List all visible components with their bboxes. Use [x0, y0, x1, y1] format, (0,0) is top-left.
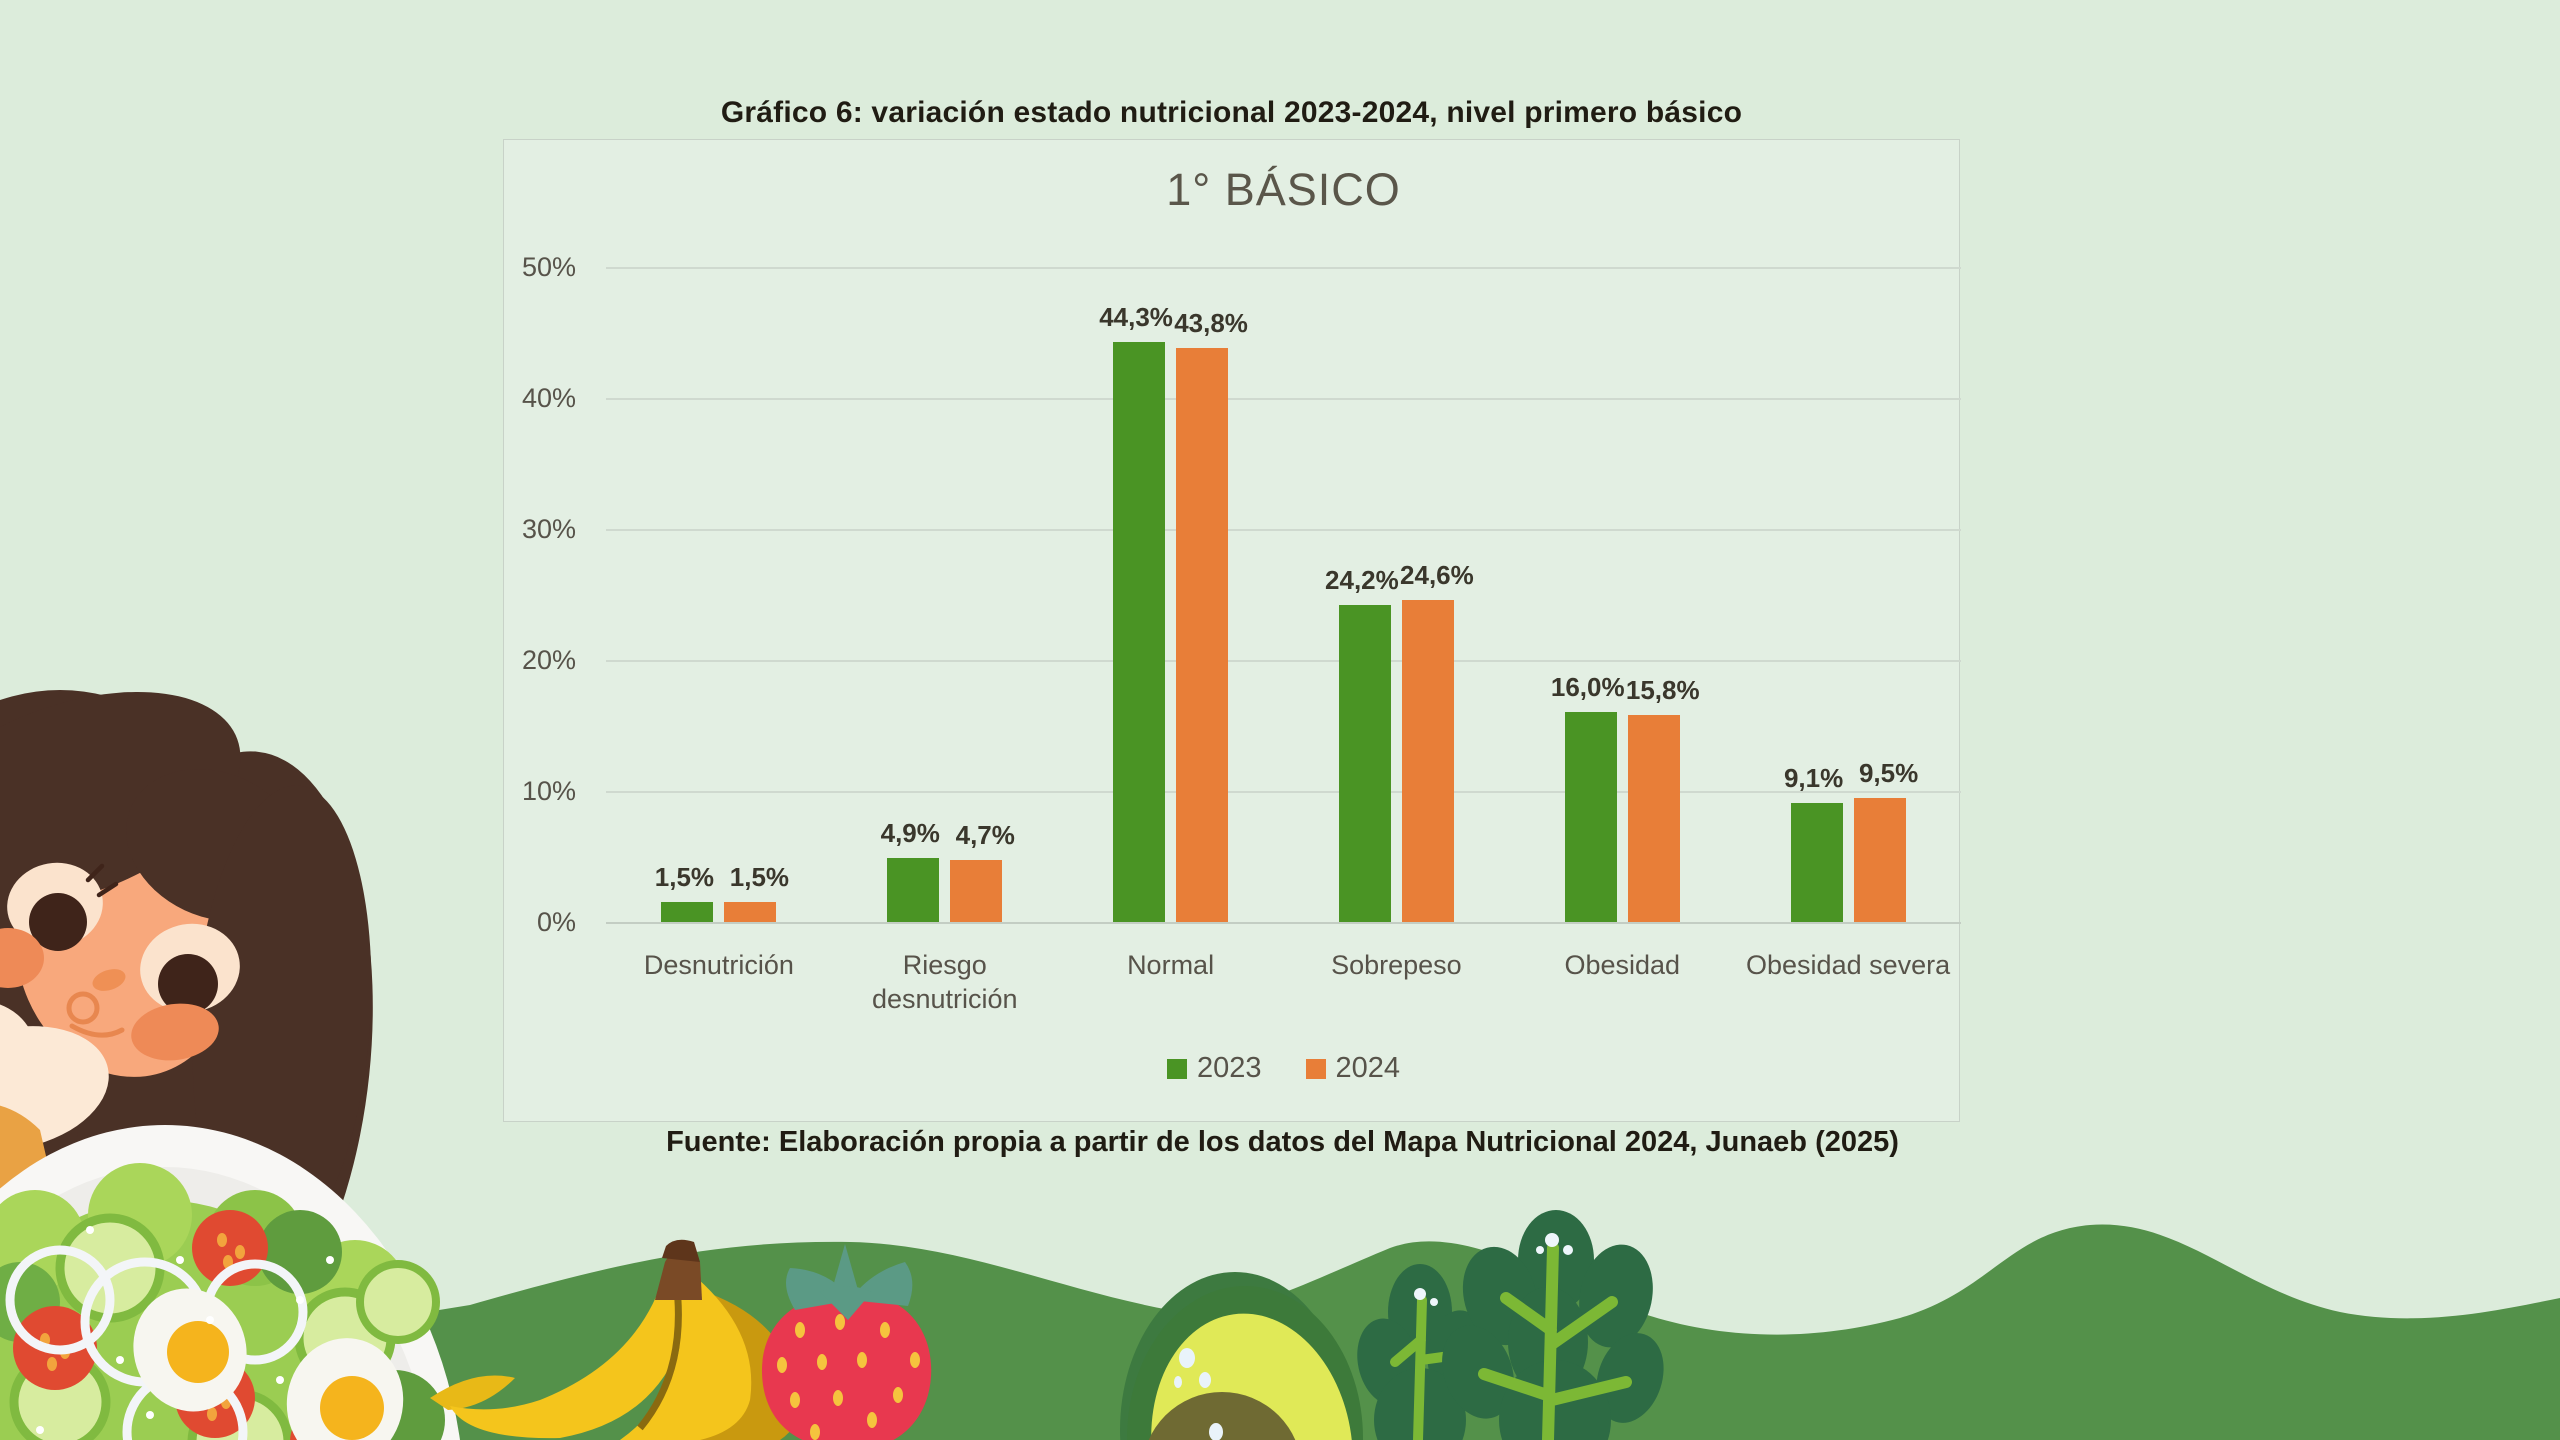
girl-eye-left — [29, 893, 87, 951]
bar-2024 — [950, 860, 1003, 922]
value-label: 44,3% — [1099, 302, 1173, 332]
bar-2024 — [1627, 715, 1680, 922]
bar-2024 — [724, 902, 777, 922]
value-label: 1,5% — [654, 862, 715, 892]
girl-illustration — [0, 690, 373, 1407]
category-label: Normal — [1127, 950, 1215, 980]
category-label: Obesidad severa — [1746, 950, 1951, 980]
salad-plate-illustration — [0, 1125, 460, 1440]
value-label: 4,9% — [880, 818, 940, 848]
chart-legend: 2023 2024 — [606, 1052, 1961, 1085]
strawberry-icon — [762, 1244, 932, 1440]
bar-2024 — [1401, 600, 1454, 922]
value-label: 9,5% — [1858, 758, 1919, 788]
category-label: Obesidad — [1564, 950, 1681, 980]
y-tick-label: 50% — [521, 252, 576, 282]
legend-swatch-2023 — [1166, 1058, 1187, 1079]
y-tick-label: 20% — [521, 645, 576, 675]
y-tick-label: 30% — [521, 514, 576, 544]
gridline — [606, 922, 1961, 924]
legend-item: 2023 — [1166, 1052, 1262, 1085]
legend-item: 2024 — [1305, 1052, 1401, 1085]
value-label: 9,1% — [1783, 763, 1844, 793]
y-tick-label: 40% — [521, 383, 576, 413]
plot-area: 0% 10% 20% 30% 40% 50% Desnutrición 1,5% 1,5% Rie… — [504, 140, 1961, 1121]
gridline — [606, 791, 1961, 793]
page-title: Gráfico 6: variación estado nutricional … — [720, 96, 1743, 129]
value-label: 24,6% — [1400, 560, 1474, 590]
value-label: 1,5% — [729, 862, 790, 892]
chart-panel: 1° BÁSICO 0% 10% 20% 30% 40% 50% Desnutrición 1… — [503, 139, 1961, 1122]
bar-2023 — [1790, 803, 1843, 922]
value-label: 43,8% — [1174, 308, 1248, 338]
bar-2023 — [887, 858, 940, 922]
bar-2024 — [1853, 798, 1906, 922]
bar-2023 — [1113, 342, 1166, 922]
source-note: Fuente: Elaboración propia a partir de l… — [666, 1126, 1899, 1158]
gridline — [606, 398, 1961, 400]
dark-hill — [1120, 1272, 1350, 1440]
category-label: Desnutrición — [643, 950, 794, 980]
avocado-icon — [1127, 1286, 1363, 1440]
leafy-greens-icon — [1357, 1210, 1664, 1440]
gridline — [606, 660, 1961, 662]
gridline — [606, 529, 1961, 531]
value-label: 4,7% — [955, 820, 1015, 850]
bar-2023 — [1564, 712, 1617, 922]
bar-2023 — [661, 902, 714, 922]
category-label: Sobrepeso — [1331, 950, 1462, 980]
chart-title: 1° BÁSICO — [1166, 164, 1401, 215]
girl-eye-right — [158, 954, 218, 1014]
value-label: 15,8% — [1625, 675, 1700, 705]
green-wave — [0, 1224, 2560, 1440]
category-label: Riesgo desnutrición — [871, 950, 1018, 1014]
value-label: 16,0% — [1550, 672, 1625, 702]
gridline — [606, 267, 1961, 269]
value-label: 24,2% — [1325, 565, 1399, 595]
legend-label: 2024 — [1335, 1052, 1401, 1084]
legend-label: 2023 — [1196, 1052, 1262, 1084]
y-tick-label: 0% — [536, 907, 576, 937]
bar-2023 — [1338, 605, 1391, 922]
bananas-icon — [430, 1239, 801, 1440]
legend-swatch-2024 — [1305, 1058, 1326, 1079]
y-tick-label: 10% — [521, 776, 576, 806]
bar-2024 — [1176, 348, 1229, 922]
